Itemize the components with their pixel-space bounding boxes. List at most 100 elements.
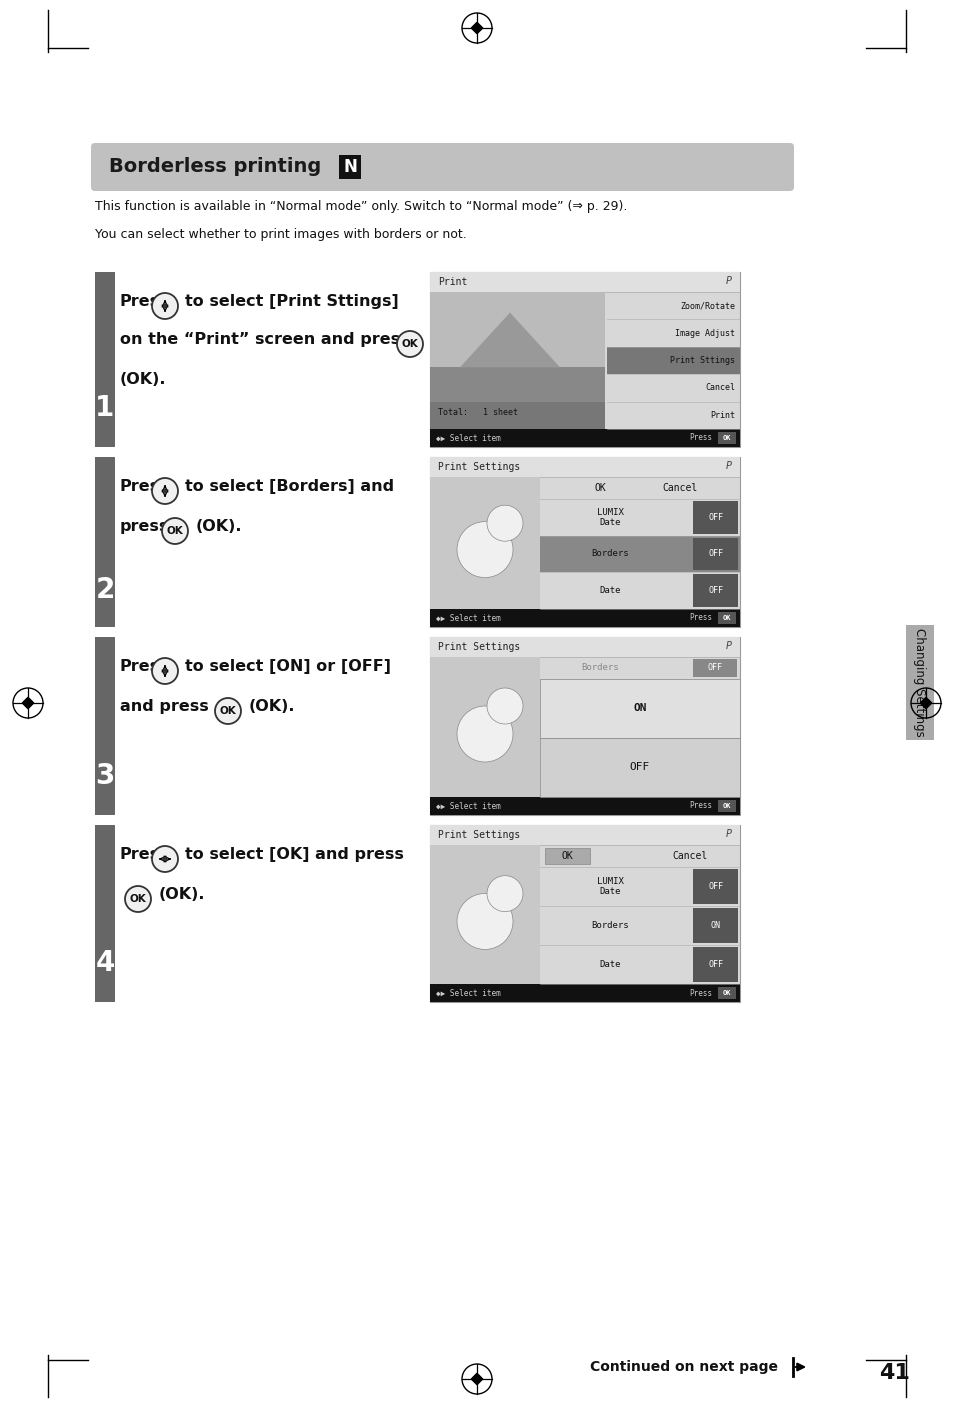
Bar — [692, 870, 738, 905]
Text: (OK).: (OK). — [159, 886, 205, 902]
Text: Cancel: Cancel — [672, 851, 707, 861]
Polygon shape — [459, 312, 559, 367]
Bar — [430, 401, 604, 429]
Text: P: P — [725, 461, 731, 471]
Bar — [718, 801, 735, 812]
Text: Press: Press — [120, 658, 170, 674]
Text: ◆▶ Select item: ◆▶ Select item — [436, 989, 500, 998]
Circle shape — [162, 518, 188, 545]
Bar — [430, 272, 740, 447]
Text: 2: 2 — [95, 575, 114, 604]
Text: press: press — [120, 519, 170, 535]
Circle shape — [214, 698, 241, 725]
Text: OK: OK — [722, 435, 731, 440]
Text: OK: OK — [401, 339, 418, 349]
Text: Print Sttings: Print Sttings — [669, 356, 734, 364]
Text: OFF: OFF — [708, 587, 722, 595]
Circle shape — [486, 875, 522, 912]
Text: to select [OK] and press: to select [OK] and press — [185, 847, 403, 862]
Text: Print: Print — [437, 277, 467, 287]
Circle shape — [456, 706, 513, 763]
Text: (OK).: (OK). — [195, 519, 242, 535]
Text: ◆▶ Select item: ◆▶ Select item — [436, 802, 500, 810]
Bar — [539, 739, 740, 796]
Polygon shape — [471, 23, 482, 34]
Circle shape — [163, 857, 167, 861]
Bar — [692, 537, 738, 570]
Text: Press: Press — [688, 989, 711, 998]
Polygon shape — [920, 698, 931, 709]
Circle shape — [152, 293, 178, 319]
Circle shape — [486, 505, 522, 542]
Text: OK: OK — [722, 991, 731, 996]
Bar — [95, 637, 115, 815]
Bar — [430, 796, 740, 815]
Bar — [606, 346, 740, 374]
Text: OK: OK — [722, 615, 731, 620]
Bar — [430, 272, 740, 293]
Text: Press: Press — [688, 802, 711, 810]
Bar — [718, 432, 735, 445]
Bar — [430, 983, 740, 1002]
Bar — [718, 986, 735, 999]
Bar — [430, 457, 740, 477]
FancyBboxPatch shape — [91, 144, 793, 191]
Circle shape — [163, 304, 167, 308]
Text: OFF: OFF — [707, 664, 721, 673]
Text: (OK).: (OK). — [249, 699, 295, 713]
Text: N: N — [343, 158, 356, 176]
Text: Total:   1 sheet: Total: 1 sheet — [437, 408, 517, 416]
Circle shape — [152, 658, 178, 684]
Text: Date: Date — [598, 960, 620, 969]
Text: OFF: OFF — [708, 550, 722, 559]
Text: OFF: OFF — [708, 960, 722, 969]
Text: Borders: Borders — [591, 922, 628, 930]
Text: ◆▶ Select item: ◆▶ Select item — [436, 613, 500, 622]
Text: 41: 41 — [879, 1363, 909, 1383]
Text: OK: OK — [560, 851, 572, 861]
Circle shape — [152, 478, 178, 504]
Text: Cancel: Cancel — [661, 483, 697, 492]
Text: Print Settings: Print Settings — [437, 461, 519, 471]
Bar — [539, 680, 740, 739]
Text: Cancel: Cancel — [704, 383, 734, 393]
Bar — [692, 908, 738, 943]
Text: OK: OK — [722, 803, 731, 809]
Text: ON: ON — [633, 704, 646, 713]
Text: OK: OK — [219, 706, 236, 716]
Bar — [692, 501, 738, 533]
Text: P: P — [725, 276, 731, 286]
Bar — [430, 637, 740, 815]
Text: ◆▶ Select item: ◆▶ Select item — [436, 433, 500, 442]
Text: and press: and press — [120, 699, 209, 713]
Circle shape — [456, 893, 513, 950]
Bar — [692, 947, 738, 982]
Text: P: P — [725, 829, 731, 839]
Text: Date: Date — [598, 587, 620, 595]
Bar — [544, 848, 589, 864]
Text: Press: Press — [688, 433, 711, 442]
Text: Changing Settings: Changing Settings — [913, 628, 925, 736]
Bar — [430, 846, 539, 983]
Bar — [430, 293, 604, 367]
Text: LUMIX
Date: LUMIX Date — [596, 508, 622, 528]
Bar — [718, 612, 735, 623]
Bar — [430, 609, 740, 628]
Text: OK: OK — [130, 893, 146, 905]
Text: 4: 4 — [95, 950, 114, 976]
Circle shape — [456, 522, 513, 578]
Text: to select [Print Sttings]: to select [Print Sttings] — [185, 294, 398, 310]
Bar — [905, 625, 933, 740]
Text: Press: Press — [120, 847, 170, 862]
Text: OFF: OFF — [708, 512, 722, 522]
Bar — [95, 272, 115, 447]
Polygon shape — [22, 698, 33, 709]
Text: You can select whether to print images with borders or not.: You can select whether to print images w… — [95, 228, 466, 241]
Bar — [692, 658, 737, 677]
Text: This function is available in “Normal mode” only. Switch to “Normal mode” (⇒ p. : This function is available in “Normal mo… — [95, 200, 627, 212]
Text: LUMIX
Date: LUMIX Date — [596, 877, 622, 896]
Bar — [539, 536, 740, 573]
Bar — [430, 825, 740, 846]
Text: ON: ON — [710, 922, 720, 930]
Circle shape — [396, 331, 422, 357]
